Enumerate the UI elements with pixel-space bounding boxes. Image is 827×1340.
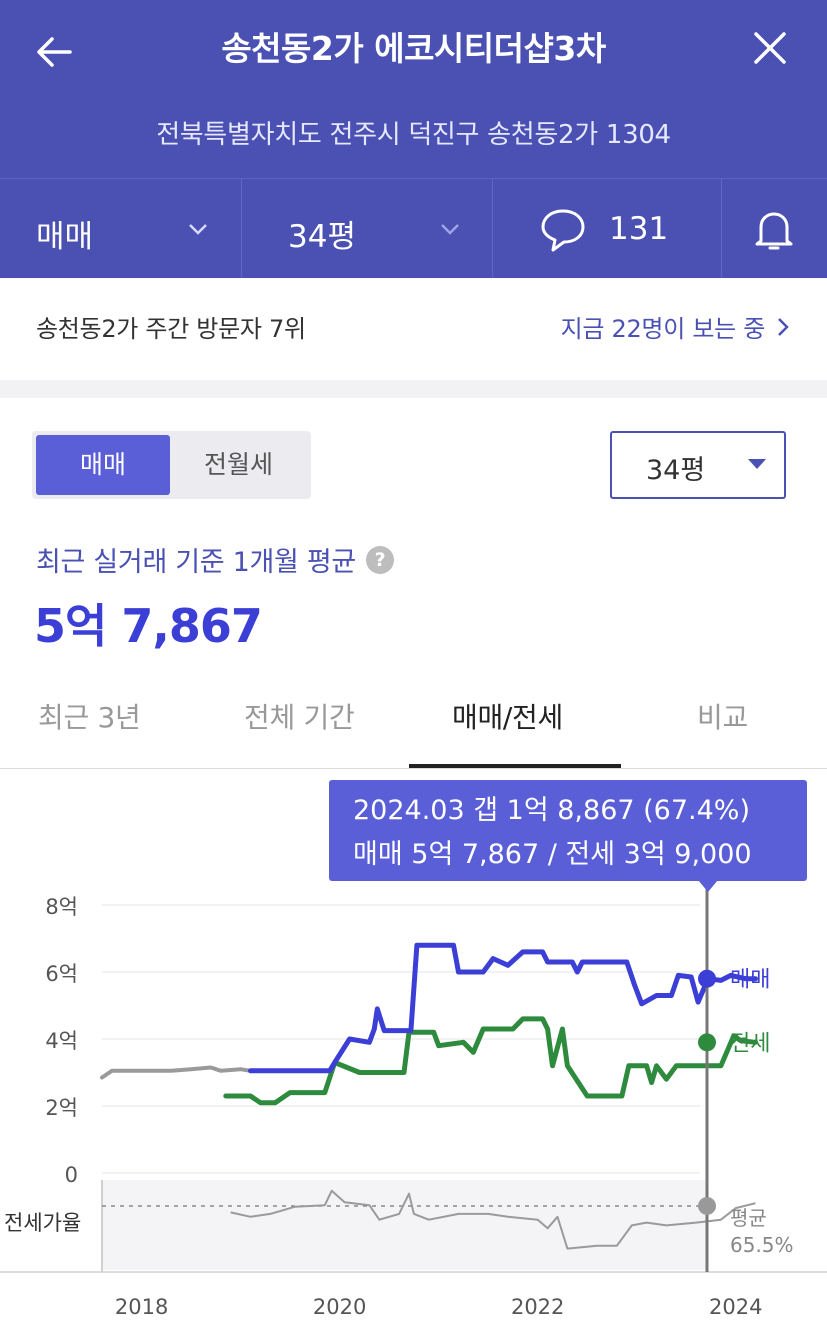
tooltip-prices: 매매 5억 7,867 / 전세 3억 9,000 xyxy=(353,839,752,870)
legend-sale: 매매 xyxy=(730,968,770,993)
app-header: 송천동2가 에코시티더샵3차 전북특별자치도 전주시 덕진구 송천동2가 130… xyxy=(0,0,827,178)
tab-compare[interactable]: 비교 xyxy=(697,701,748,734)
area-label: 34평 xyxy=(288,219,356,255)
bell-icon xyxy=(755,212,793,250)
x-tick-label: 2022 xyxy=(511,1295,564,1319)
x-tick-label: 2020 xyxy=(313,1295,366,1319)
period-tabs: 최근 3년 전체 기간 매매/전세 비교 xyxy=(0,680,827,769)
ratio-panel xyxy=(102,1180,708,1270)
sale-series-line xyxy=(248,942,758,1074)
arrow-left-icon[interactable] xyxy=(30,28,78,76)
chevron-right-icon xyxy=(778,317,789,336)
tab-all-period[interactable]: 전체 기간 xyxy=(244,701,355,734)
trade-type-label: 매매 xyxy=(36,219,94,255)
x-tick-label: 2024 xyxy=(709,1295,762,1319)
sale-endpoint xyxy=(698,969,716,988)
segment-sale[interactable]: 매매 xyxy=(36,435,170,495)
trade-type-select[interactable]: 매매 xyxy=(0,179,241,279)
average-label-row: 최근 실거래 기준 1개월 평균 ? xyxy=(36,540,394,579)
size-dropdown[interactable]: 34평 xyxy=(610,431,786,499)
y-tick-label: 4억 xyxy=(45,1029,78,1053)
tooltip-arrow xyxy=(698,880,718,892)
caret-down-icon xyxy=(748,459,766,469)
filter-bar: 매매 34평 131 xyxy=(0,178,827,279)
alarm-button[interactable] xyxy=(722,179,827,279)
ratio-endpoint xyxy=(698,1196,716,1215)
ratio-series-line xyxy=(230,1189,756,1250)
trade-segment-control: 매매 전월세 xyxy=(32,431,311,499)
y-tick-label: 0 xyxy=(65,1163,78,1187)
ratio-average-value: 65.5% xyxy=(730,1233,794,1257)
average-price: 5억 7,867 xyxy=(34,599,263,653)
area-select[interactable]: 34평 xyxy=(242,179,492,279)
segment-rent[interactable]: 전월세 xyxy=(203,450,273,479)
page-title: 송천동2가 에코시티더샵3차 xyxy=(221,29,606,68)
jeonse-series-line xyxy=(223,1016,758,1106)
section-divider xyxy=(0,380,827,398)
chart-tooltip: 2024.03 갭 1억 8,867 (67.4%) 매매 5억 7,867 /… xyxy=(329,780,807,881)
average-label: 최근 실거래 기준 1개월 평균 xyxy=(36,547,356,578)
ratio-average-label: 평균 xyxy=(730,1206,767,1230)
active-tab-indicator xyxy=(409,764,621,768)
ranking-text: 송천동2가 주간 방문자 7위 xyxy=(36,315,306,343)
chevron-down-icon xyxy=(441,224,459,235)
close-icon[interactable] xyxy=(748,26,792,70)
comments-button[interactable]: 131 xyxy=(493,179,721,279)
divider xyxy=(241,179,242,279)
divider xyxy=(721,179,722,279)
tab-recent-3y[interactable]: 최근 3년 xyxy=(38,701,141,734)
help-icon[interactable]: ? xyxy=(365,545,394,574)
size-value: 34평 xyxy=(646,455,706,486)
address: 전북특별자치도 전주시 덕진구 송천동2가 1304 xyxy=(156,120,671,150)
y-tick-label: 2억 xyxy=(45,1096,78,1120)
y-tick-label: 8억 xyxy=(45,895,78,919)
ratio-label: 전세가율 xyxy=(4,1211,81,1235)
legend-jeonse: 전세 xyxy=(730,1031,770,1056)
y-tick-label: 6억 xyxy=(45,962,78,986)
speech-bubble-icon xyxy=(541,209,585,252)
viewers-text: 지금 22명이 보는 중 xyxy=(560,315,766,343)
visitor-ranking: 송천동2가 주간 방문자 7위 지금 22명이 보는 중 xyxy=(0,278,827,378)
chevron-down-icon xyxy=(189,224,207,235)
tab-sale-jeonse[interactable]: 매매/전세 xyxy=(452,701,563,734)
past-series-line xyxy=(100,1065,253,1080)
tooltip-gap: 2024.03 갭 1억 8,867 (67.4%) xyxy=(353,795,750,826)
viewers-link[interactable]: 지금 22명이 보는 중 xyxy=(561,309,791,344)
jeonse-endpoint xyxy=(698,1033,716,1052)
x-tick-label: 2018 xyxy=(115,1295,168,1319)
divider xyxy=(492,179,493,279)
comment-count: 131 xyxy=(609,211,669,247)
